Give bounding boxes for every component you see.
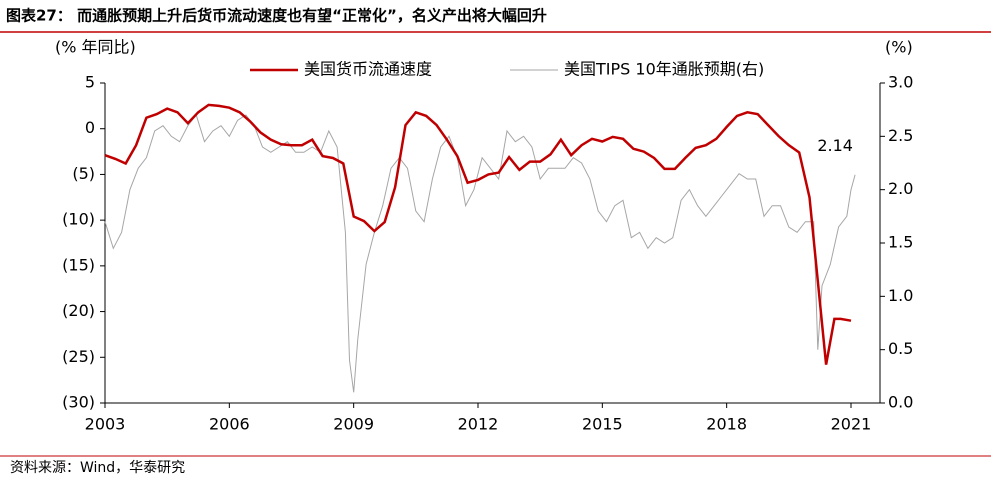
x-tick-label: 2021: [831, 415, 872, 434]
y-tick-label: (25): [62, 347, 95, 366]
y2-tick-label: 1.0: [888, 286, 913, 305]
y2-tick-label: 0.5: [888, 339, 913, 358]
y-axis-label: (% 年同比): [55, 38, 136, 57]
chart-title: 图表27： 而通胀预期上升后货币流动速度也有望“正常化”，名义产出将大幅回升: [6, 7, 547, 25]
y-tick-label: 0: [85, 118, 95, 137]
x-tick-label: 2006: [209, 415, 250, 434]
x-tick-label: 2015: [582, 415, 623, 434]
y2-tick-label: 3.0: [888, 73, 913, 92]
series-line: [104, 103, 852, 365]
source: 资料来源：Wind，华泰研究: [10, 460, 185, 476]
x-tick-label: 2018: [706, 415, 747, 434]
x-tick-label: 2012: [458, 415, 499, 434]
annotation: 2.14: [817, 136, 853, 155]
series-line: [104, 113, 856, 393]
y-tick-label: (30): [62, 393, 95, 412]
y2-tick-label: 2.0: [888, 179, 913, 198]
legend-label: 美国货币流通速度: [304, 60, 432, 79]
x-tick-label: 2003: [85, 415, 126, 434]
y2-tick-label: 2.5: [888, 126, 913, 145]
legend-label: 美国TIPS 10年通胀预期(右): [564, 60, 764, 79]
y-tick-label: 5: [85, 73, 95, 92]
y-tick-label: (10): [62, 210, 95, 229]
y-tick-label: (5): [72, 164, 95, 183]
y2-tick-label: 0.0: [888, 393, 913, 412]
y-tick-label: (20): [62, 301, 95, 320]
y2-axis-label: (%): [885, 38, 913, 57]
y2-tick-label: 1.5: [888, 233, 913, 252]
y-tick-label: (15): [62, 255, 95, 274]
x-tick-label: 2009: [333, 415, 374, 434]
